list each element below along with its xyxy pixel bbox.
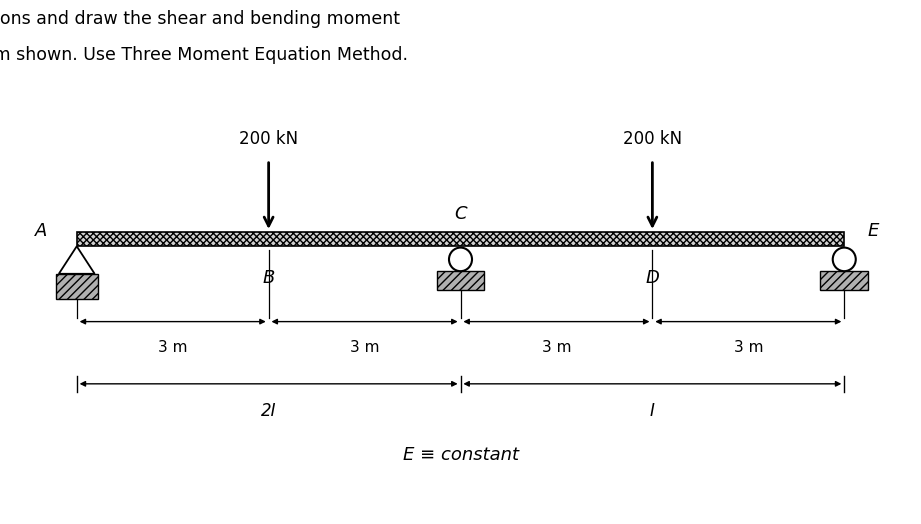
Text: diagrams for the beam shown. Use Three Moment Equation Method.: diagrams for the beam shown. Use Three M… xyxy=(0,46,408,64)
Text: D: D xyxy=(646,269,659,287)
Text: B: B xyxy=(262,269,274,287)
Text: I: I xyxy=(650,402,655,420)
Circle shape xyxy=(833,247,856,271)
Circle shape xyxy=(449,247,472,271)
Text: 3 m: 3 m xyxy=(157,340,188,355)
Text: C: C xyxy=(454,204,467,223)
Text: 200 kN: 200 kN xyxy=(239,130,298,148)
Text: 3 m: 3 m xyxy=(542,340,571,355)
Text: E ≡ constant: E ≡ constant xyxy=(402,446,519,464)
Text: A: A xyxy=(35,222,48,240)
Text: E: E xyxy=(868,222,879,240)
Bar xyxy=(821,271,869,289)
Text: 3 m: 3 m xyxy=(350,340,379,355)
Bar xyxy=(76,232,845,246)
Bar xyxy=(437,271,484,289)
Text: Determine the reactions and draw the shear and bending moment: Determine the reactions and draw the she… xyxy=(0,10,400,28)
Bar xyxy=(56,274,98,299)
Text: 2I: 2I xyxy=(261,402,276,420)
Polygon shape xyxy=(59,246,95,274)
Text: 200 kN: 200 kN xyxy=(623,130,682,148)
Text: 3 m: 3 m xyxy=(733,340,764,355)
